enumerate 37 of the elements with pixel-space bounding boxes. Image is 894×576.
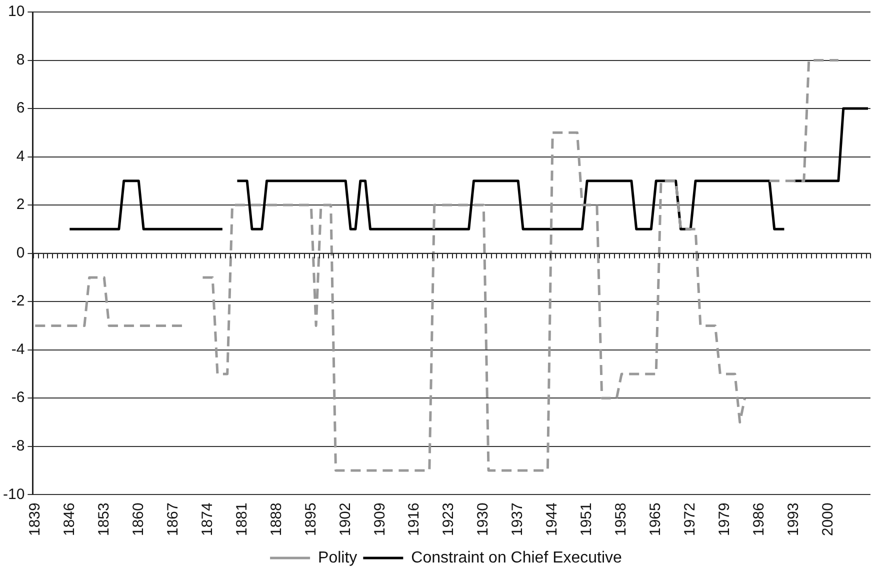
x-tick-label: 1902 bbox=[336, 502, 354, 536]
x-tick-label: 1944 bbox=[544, 502, 561, 536]
x-tick-label: 1881 bbox=[233, 502, 250, 536]
y-tick-label: 10 bbox=[8, 3, 25, 20]
y-tick-label: 4 bbox=[16, 148, 25, 165]
x-tick-label: 1839 bbox=[26, 502, 44, 536]
x-tick-label: 1874 bbox=[198, 502, 216, 536]
x-tick-label: 1951 bbox=[578, 502, 596, 536]
x-tick-label: 1916 bbox=[406, 502, 423, 536]
y-tick-label: -4 bbox=[11, 340, 25, 358]
y-tick-label: -8 bbox=[11, 438, 25, 455]
y-tick-label: 8 bbox=[16, 51, 25, 68]
x-tick-label: 1923 bbox=[440, 502, 458, 536]
x-tick-label: 1867 bbox=[164, 502, 182, 536]
legend-label: Constraint on Chief Executive bbox=[411, 549, 622, 566]
x-tick-label: 1909 bbox=[371, 502, 388, 536]
x-tick-label: 1972 bbox=[682, 502, 699, 536]
y-tick-label: 0 bbox=[16, 244, 25, 262]
x-tick-label: 1860 bbox=[130, 502, 147, 536]
x-tick-label: 1895 bbox=[302, 502, 320, 536]
x-tick-label: 1965 bbox=[647, 502, 664, 536]
x-tick-label: 1846 bbox=[60, 502, 78, 536]
x-tick-label: 1958 bbox=[612, 502, 630, 536]
x-tick-label: 1993 bbox=[785, 502, 802, 536]
legend-label: Polity bbox=[318, 549, 358, 566]
y-tick-label: 6 bbox=[16, 100, 25, 117]
x-tick-label: 1930 bbox=[474, 502, 492, 536]
x-tick-label: 1937 bbox=[509, 502, 526, 536]
x-tick-label: 1853 bbox=[95, 502, 112, 536]
x-tick-label: 1979 bbox=[716, 502, 734, 536]
x-tick-label: 1888 bbox=[268, 502, 285, 536]
y-tick-label: -6 bbox=[11, 389, 25, 406]
y-tick-label: -10 bbox=[2, 486, 25, 503]
x-tick-label: 1986 bbox=[750, 502, 768, 536]
x-tick-label: 2000 bbox=[820, 502, 837, 536]
y-tick-label: -2 bbox=[11, 292, 25, 310]
y-tick-label: 2 bbox=[16, 196, 25, 214]
